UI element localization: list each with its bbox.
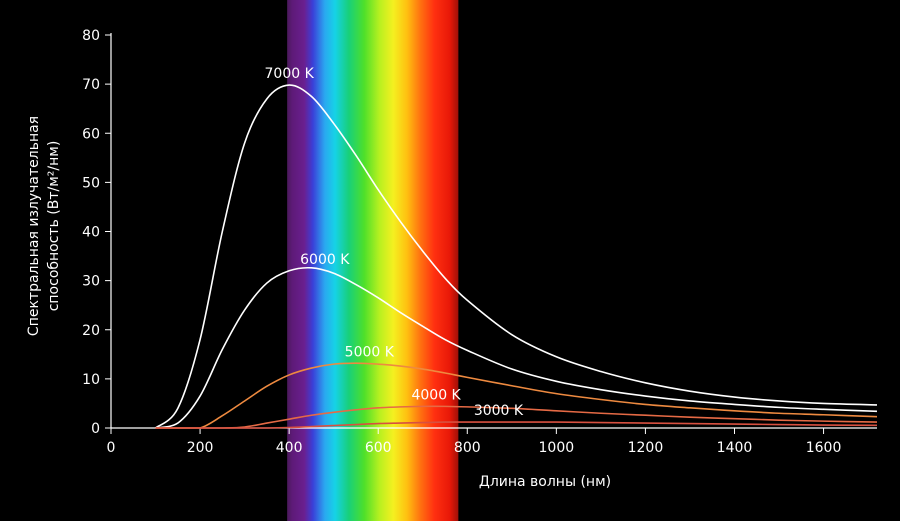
- x-tick-label: 400: [276, 440, 303, 456]
- y-tick-label: 20: [82, 323, 100, 339]
- curve-5000k: [155, 362, 878, 429]
- y-tick-label: 80: [82, 28, 100, 44]
- x-tick-label: 1000: [539, 440, 575, 456]
- y-tick-label: 60: [82, 126, 100, 142]
- curve-7000k: [155, 84, 878, 429]
- curve-label-7000k: 7000 K: [265, 66, 315, 82]
- x-tick-label: 800: [454, 440, 481, 456]
- curve-3000k: [155, 421, 878, 429]
- x-tick-label: 1200: [628, 440, 664, 456]
- y-tick-label: 30: [82, 274, 100, 290]
- y-axis-title-line-2: способность (Вт/м²/нм): [46, 141, 62, 312]
- y-tick-label: 0: [91, 421, 100, 437]
- x-axis-ticks: 0 200 400 600 800 1000 1200 1400 1600: [107, 428, 842, 456]
- y-tick-label: 70: [82, 77, 100, 93]
- x-tick-label: 600: [365, 440, 392, 456]
- y-axis-ticks: 0 10 20 30 40 50 60 70 80: [82, 28, 111, 437]
- curve-label-3000k: 3000 K: [474, 403, 524, 419]
- x-axis-title: Длина волны (нм): [479, 474, 611, 490]
- y-tick-label: 50: [82, 175, 100, 191]
- curve-label-4000k: 4000 K: [411, 387, 461, 403]
- y-tick-label: 40: [82, 225, 100, 241]
- curve-labels: 7000 K 6000 K 5000 K 4000 K 3000 K: [265, 66, 524, 419]
- x-tick-label: 0: [107, 440, 116, 456]
- curve-label-6000k: 6000 K: [300, 252, 350, 268]
- y-axis-title-line-1: Спектральная излучательная: [26, 116, 42, 336]
- curves: [155, 84, 878, 429]
- x-tick-label: 1600: [806, 440, 842, 456]
- y-tick-label: 10: [82, 372, 100, 388]
- curve-6000k: [155, 266, 878, 429]
- x-tick-label: 1400: [717, 440, 753, 456]
- x-tick-label: 200: [187, 440, 214, 456]
- curve-label-5000k: 5000 K: [345, 345, 395, 361]
